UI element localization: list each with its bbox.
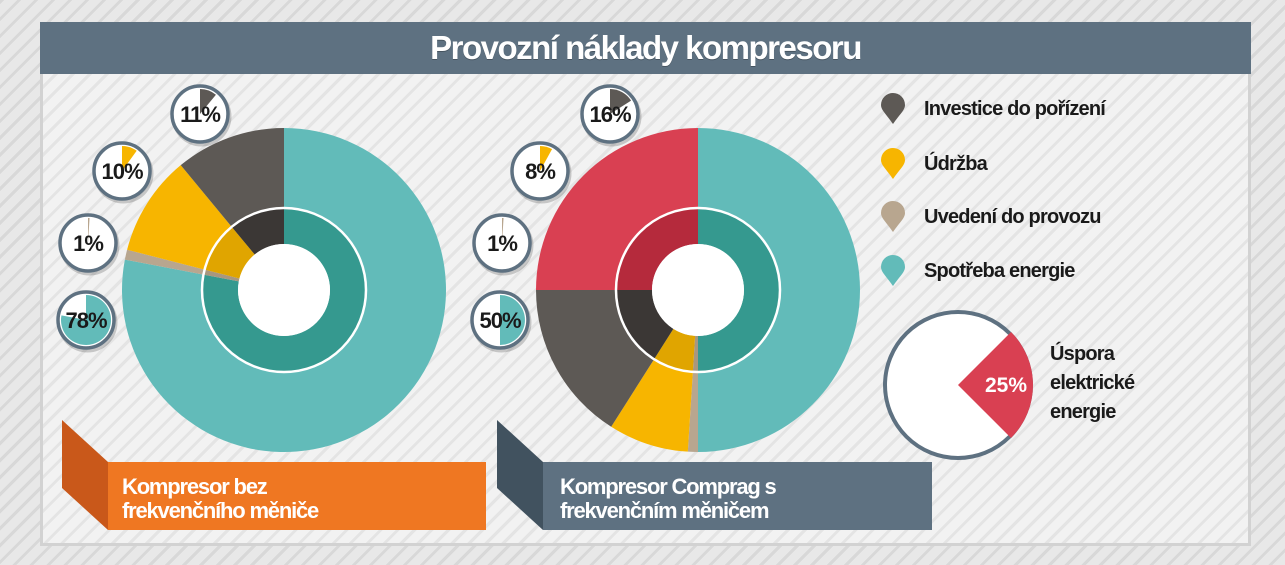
badge-1-wedge: [122, 146, 137, 171]
legend-label-spotreba: Spotřeba energie: [924, 259, 1075, 282]
donut-0-slice-inner-3: [231, 208, 284, 255]
donut-0-slice-outer-3: [180, 128, 284, 227]
caption-right: Kompresor Comprag s frekvenčním měničem: [560, 474, 777, 523]
legend-item-spotreba: Spotřeba energie: [880, 255, 1075, 286]
caption-right-fold: [497, 420, 543, 530]
badge-6-label: 1%: [487, 231, 517, 256]
donut-1-hole: [652, 244, 744, 336]
legend-label-investice: Investice do pořízení: [924, 97, 1106, 120]
badge-1-label: 10%: [101, 159, 142, 184]
donut-1-slice-outer-4: [536, 128, 698, 290]
savings-label-line-2: elektrické: [1050, 372, 1135, 394]
legend-pin-shape: [881, 255, 905, 286]
donut-1-slice-inner-3: [616, 290, 674, 360]
map-pin-icon: [881, 255, 905, 286]
badge-2-wedge: [88, 218, 90, 243]
donut-1-slice-inner-4: [616, 208, 698, 290]
badge-6-wedge: [502, 218, 504, 243]
legend-pin-shape: [881, 201, 905, 232]
caption-left-banner: [108, 462, 486, 530]
badge-4-wedge: [610, 89, 632, 114]
title-bar: Provozní náklady kompresoru: [40, 22, 1251, 74]
legend-pin-shape: [881, 93, 905, 124]
caption-right-banner: [543, 462, 932, 530]
donut-1-slice-outer-1: [687, 371, 698, 452]
badge-2-label: 1%: [73, 231, 103, 256]
caption-right-line-1: Kompresor Comprag s: [560, 474, 777, 499]
donut-0-slice-inner-1: [203, 269, 240, 282]
legend-label-uvedeni: Uvedení do provozu: [924, 205, 1102, 228]
legend-item-investice: Investice do pořízení: [880, 93, 1106, 124]
badge-4-label: 16%: [589, 102, 630, 127]
map-pin-icon: [881, 93, 905, 124]
donut-0-slice-outer-1: [124, 249, 205, 275]
caption-left-fold: [62, 420, 108, 530]
badge-7-label: 50%: [479, 308, 520, 333]
savings-label-line-3: energie: [1050, 401, 1116, 423]
map-pin-icon: [881, 148, 905, 179]
legend-item-udrzba: Údržba: [880, 148, 988, 179]
donut-0-hole: [238, 244, 330, 336]
badge-5-label: 8%: [525, 159, 555, 184]
legend-pin-shape: [881, 148, 905, 179]
badge-3-wedge: [60, 295, 111, 345]
donut-1-slice-outer-2: [611, 359, 693, 452]
legend-item-uvedeni: Uvedení do provozu: [880, 201, 1102, 232]
legend-label-udrzba: Údržba: [924, 152, 988, 175]
savings-label-line-1: Úspora: [1050, 343, 1115, 365]
caption-right-line-2: frekvenčním měničem: [560, 498, 770, 523]
donut-0-slice-inner-0: [201, 208, 367, 372]
donut-1-slice-outer-3: [536, 290, 655, 427]
donut-1-slice-outer-0: [698, 128, 860, 452]
savings-percent-label: 25%: [985, 374, 1027, 397]
page-title: Provozní náklady kompresoru: [430, 29, 862, 66]
savings-label: Úspora elektrické energie: [1050, 340, 1135, 427]
badge-3-label: 78%: [65, 308, 106, 333]
donut-0-slice-outer-0: [122, 128, 446, 452]
donut-0-slice-outer-2: [127, 165, 232, 270]
badge-7-wedge: [500, 295, 525, 345]
donut-1-slice-inner-1: [692, 335, 698, 372]
caption-left-line-1: Kompresor bez: [122, 474, 268, 499]
caption-left: Kompresor bez frekvenčního měniče: [122, 474, 319, 523]
savings-wedge: [958, 331, 1033, 439]
caption-left-line-2: frekvenčního měniče: [122, 498, 319, 523]
donut-0-slice-inner-2: [204, 226, 255, 279]
donut-1-slice-inner-0: [698, 208, 780, 372]
map-pin-icon: [881, 201, 905, 232]
donut-1-slice-inner-2: [654, 328, 696, 372]
donut-1-inner-ring: [614, 206, 782, 374]
badge-5-wedge: [540, 146, 553, 171]
badge-0-label: 11%: [180, 102, 220, 127]
donut-0-inner-ring: [200, 206, 368, 374]
badge-0-wedge: [200, 89, 216, 114]
